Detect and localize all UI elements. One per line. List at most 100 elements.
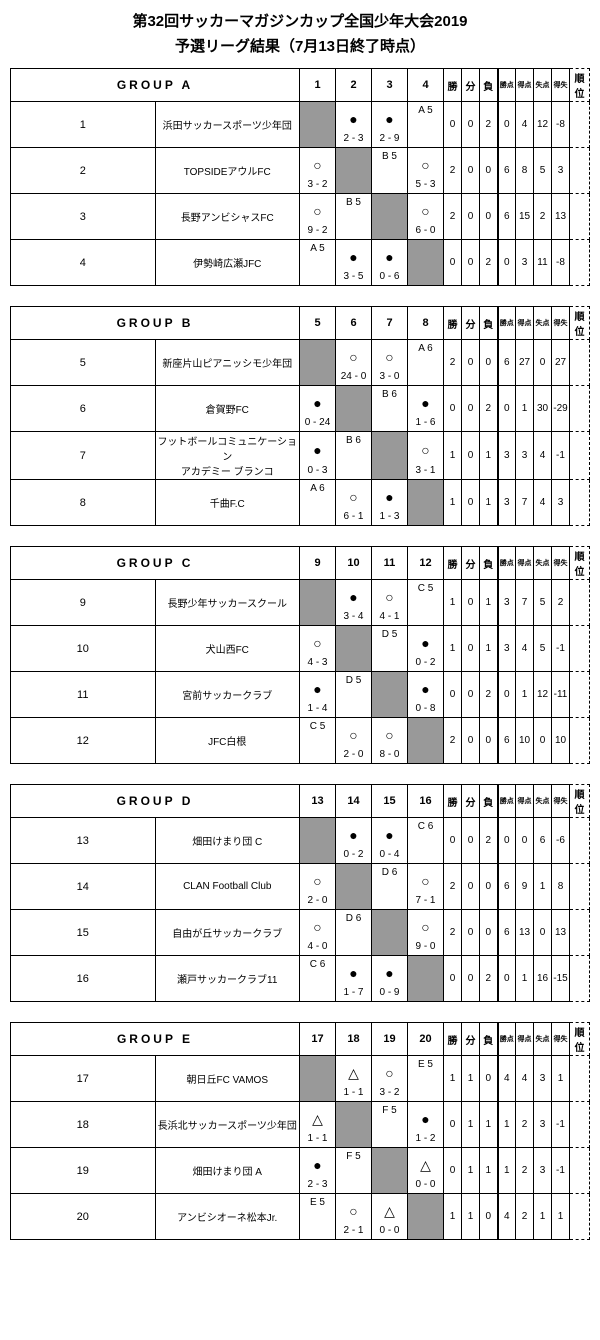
stat-cell: 0	[462, 818, 480, 864]
stat-cell: 1	[552, 1194, 570, 1240]
stat-cell: 1	[516, 956, 534, 1002]
match-cell: B 5	[372, 148, 408, 194]
stat-cell: 6	[498, 718, 516, 764]
stat-cell	[570, 1056, 590, 1102]
match-cell: A 6	[300, 480, 336, 526]
match-cell: C 5	[300, 718, 336, 764]
stat-cell: 3	[498, 432, 516, 480]
match-cell: ●1 - 7	[336, 956, 372, 1002]
match-cell	[300, 1056, 336, 1102]
stat-cell: 0	[462, 102, 480, 148]
team-name: アンビシオーネ松本Jr.	[155, 1194, 300, 1240]
stat-header: 勝	[444, 307, 462, 340]
stat-cell: 27	[552, 340, 570, 386]
stat-header: 勝点	[498, 69, 516, 102]
match-cell: ●3 - 4	[336, 580, 372, 626]
match-cell	[372, 194, 408, 240]
stat-header: 順位	[570, 307, 590, 340]
stat-cell	[570, 480, 590, 526]
stat-cell	[570, 386, 590, 432]
match-cell	[336, 626, 372, 672]
stat-cell	[570, 1102, 590, 1148]
match-cell: ○2 - 0	[300, 864, 336, 910]
stat-cell: 27	[516, 340, 534, 386]
stat-cell: 3	[552, 148, 570, 194]
match-cell: ●1 - 4	[300, 672, 336, 718]
table-row: 15自由が丘サッカークラブ○4 - 0D 6○9 - 0200613013	[11, 910, 590, 956]
match-cell: ○3 - 2	[300, 148, 336, 194]
match-cell: D 5	[372, 626, 408, 672]
stat-header: 分	[462, 307, 480, 340]
stat-header: 得失	[552, 307, 570, 340]
stat-cell: 0	[462, 718, 480, 764]
match-cell	[372, 910, 408, 956]
team-name: CLAN Football Club	[155, 864, 300, 910]
stat-cell: 13	[516, 910, 534, 956]
stat-cell	[570, 240, 590, 286]
stat-cell: 0	[498, 956, 516, 1002]
stat-cell: 0	[462, 626, 480, 672]
stat-cell: 2	[516, 1194, 534, 1240]
stat-cell: 4	[498, 1056, 516, 1102]
match-cell: A 5	[408, 102, 444, 148]
match-cell	[372, 432, 408, 480]
row-number: 19	[11, 1148, 156, 1194]
stat-header: 順位	[570, 785, 590, 818]
stat-cell: 13	[552, 194, 570, 240]
stat-header: 失点	[534, 547, 552, 580]
match-cell: ○2 - 1	[336, 1194, 372, 1240]
stat-cell: 1	[480, 480, 498, 526]
row-number: 6	[11, 386, 156, 432]
stat-header: 勝点	[498, 785, 516, 818]
stat-cell: 0	[498, 240, 516, 286]
match-cell	[408, 718, 444, 764]
table-row: 11宮前サッカークラブ●1 - 4D 5●0 - 80020112-11	[11, 672, 590, 718]
match-cell: A 6	[408, 340, 444, 386]
match-cell: C 6	[408, 818, 444, 864]
match-cell	[336, 148, 372, 194]
stat-cell: 0	[444, 818, 462, 864]
match-cell: ●3 - 5	[336, 240, 372, 286]
stat-cell: 0	[498, 672, 516, 718]
group-name: GROUP C	[11, 547, 300, 580]
stat-cell: 1	[498, 1102, 516, 1148]
col-header: 14	[336, 785, 372, 818]
stat-header: 分	[462, 69, 480, 102]
stat-cell: 5	[534, 626, 552, 672]
stat-header: 順位	[570, 547, 590, 580]
table-row: 8千曲F.CA 6○6 - 1●1 - 31013743	[11, 480, 590, 526]
stat-cell: 0	[462, 910, 480, 956]
stat-header: 順位	[570, 1023, 590, 1056]
match-cell: ●0 - 6	[372, 240, 408, 286]
stat-cell: 12	[534, 672, 552, 718]
table-row: 6倉賀野FC●0 - 24B 6●1 - 60020130-29	[11, 386, 590, 432]
stat-cell: 3	[534, 1102, 552, 1148]
group-name: GROUP E	[11, 1023, 300, 1056]
match-cell: ●0 - 2	[336, 818, 372, 864]
match-cell	[372, 672, 408, 718]
col-header: 19	[372, 1023, 408, 1056]
stat-cell: 2	[480, 102, 498, 148]
stat-cell: 7	[516, 580, 534, 626]
stat-cell: 0	[498, 102, 516, 148]
row-number: 10	[11, 626, 156, 672]
stat-cell: 0	[462, 864, 480, 910]
stat-cell: 1	[516, 672, 534, 718]
col-header: 17	[300, 1023, 336, 1056]
stat-cell: 2	[444, 148, 462, 194]
match-cell: ●2 - 9	[372, 102, 408, 148]
stat-cell	[570, 718, 590, 764]
row-number: 9	[11, 580, 156, 626]
row-number: 7	[11, 432, 156, 480]
stat-header: 負	[480, 1023, 498, 1056]
stat-header: 勝	[444, 1023, 462, 1056]
stat-cell: 12	[534, 102, 552, 148]
match-cell: ○5 - 3	[408, 148, 444, 194]
match-cell: E 5	[300, 1194, 336, 1240]
stat-cell: 4	[516, 102, 534, 148]
stat-header: 得点	[516, 547, 534, 580]
team-name: 自由が丘サッカークラブ	[155, 910, 300, 956]
stat-header: 失点	[534, 307, 552, 340]
stat-cell: 2	[534, 194, 552, 240]
stat-cell: 6	[498, 340, 516, 386]
